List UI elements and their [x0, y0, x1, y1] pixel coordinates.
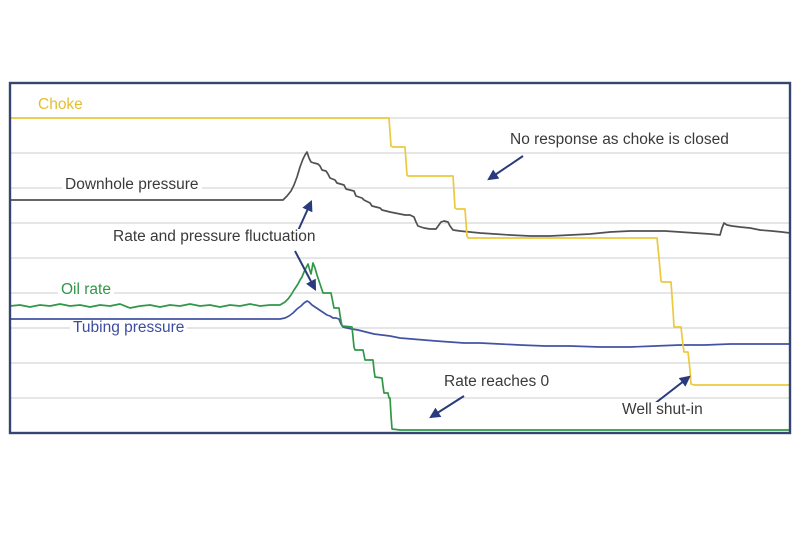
fluctuation-arrow-down — [294, 250, 317, 291]
oil-rate-series-label: Oil rate — [58, 281, 114, 299]
tubing-pressure-series-label: Tubing pressure — [70, 319, 188, 337]
well-shutin-annotation: Well shut-in — [619, 401, 706, 419]
downhole-pressure-line — [9, 151, 791, 237]
choke-series-label: Choke — [35, 96, 86, 114]
downhole-pressure-series-label: Downhole pressure — [62, 176, 202, 194]
plot-border — [8, 81, 792, 435]
no-response-arrow — [487, 155, 524, 181]
tubing-pressure-line — [9, 300, 791, 348]
fluctuation-annotation: Rate and pressure fluctuation — [110, 228, 319, 246]
rate-zero-annotation: Rate reaches 0 — [441, 373, 553, 391]
choke-line — [9, 117, 791, 386]
fluctuation-arrow-up — [296, 199, 313, 234]
no-response-annotation: No response as choke is closed — [507, 131, 732, 149]
rate-zero-arrow — [429, 395, 465, 419]
